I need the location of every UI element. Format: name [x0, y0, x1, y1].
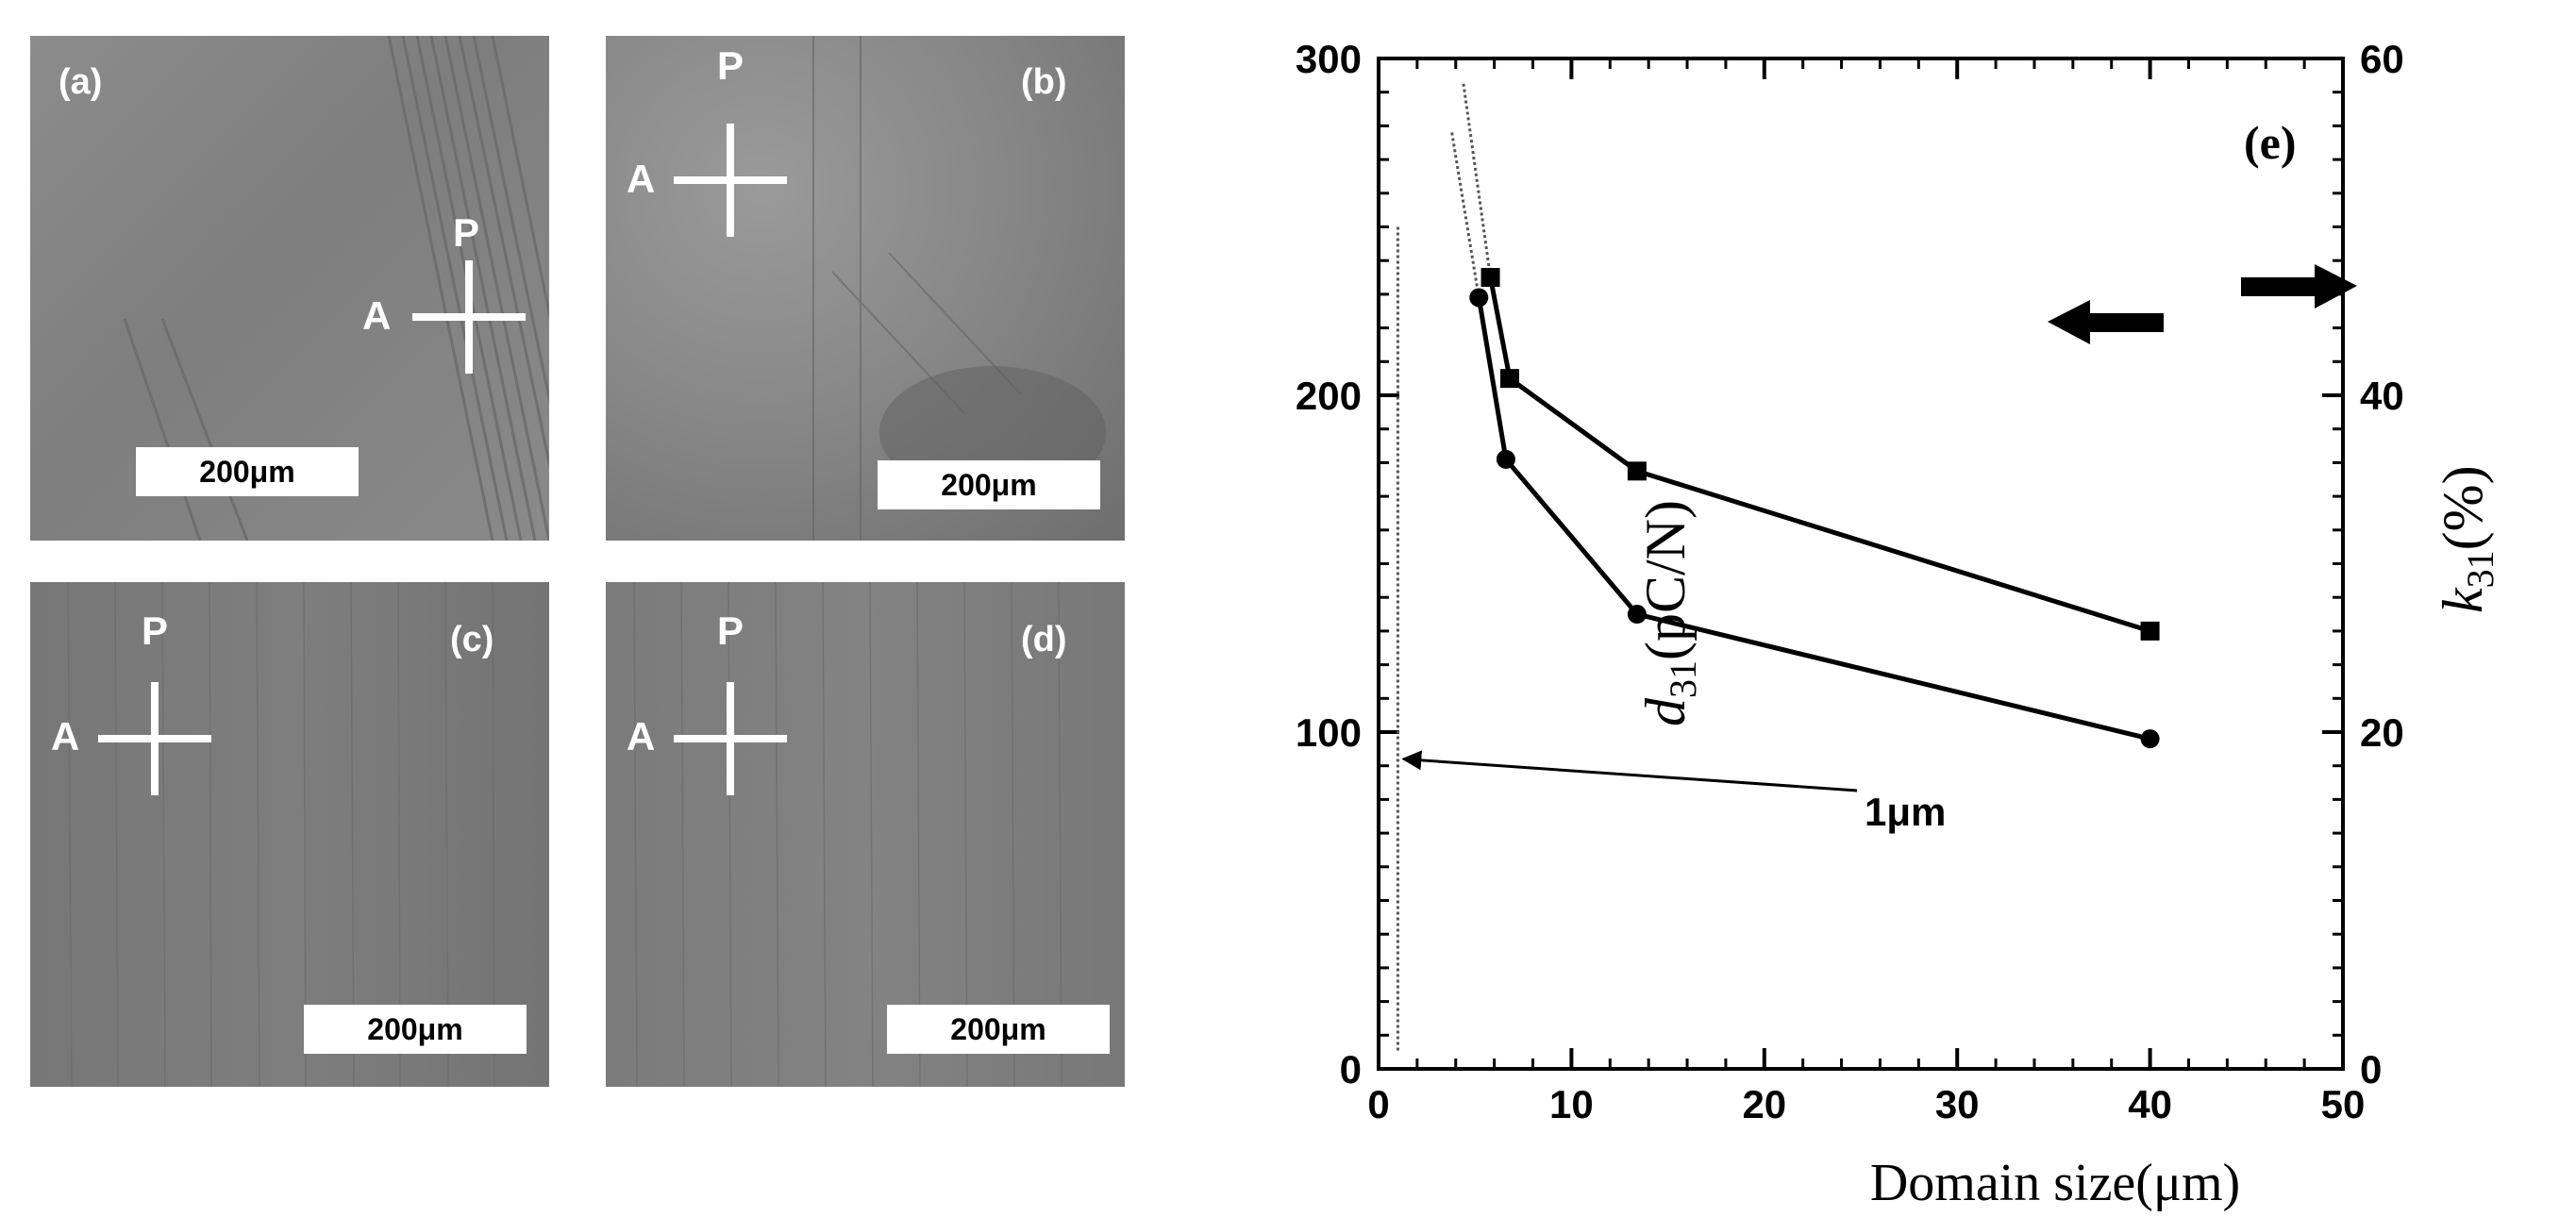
right-y-label-sub: 31: [2459, 550, 2501, 588]
right-y-tick-label: 20: [2360, 710, 2404, 755]
k31-point: [1627, 461, 1647, 481]
right-y-tick-label: 40: [2360, 374, 2404, 418]
panel-label-a: (a): [59, 62, 103, 102]
polarizer-label-a: P: [453, 210, 480, 255]
left-y-tick-label: 100: [1296, 710, 1362, 755]
left-y-label-sub: 31: [1662, 660, 1704, 698]
domain-texture-a: [123, 36, 549, 541]
k31-point: [1480, 268, 1500, 288]
one-micron-annotation: 1μm: [1865, 790, 1946, 834]
k31-point: [1499, 369, 1519, 389]
polarizer-label-b: P: [717, 43, 744, 88]
crosshair-vertical-c: [151, 682, 159, 795]
domain-texture-c: [67, 582, 495, 1087]
crosshair-vertical-d: [727, 682, 734, 795]
left-y-tick-label: 200: [1296, 374, 1362, 418]
right-y-axis-ticks: 0 20 40 60: [2322, 37, 2404, 1092]
panel-label-b: (b): [1021, 62, 1067, 102]
left-y-axis-ticks: 0 100 200 300: [1296, 37, 1399, 1092]
scale-bar-b: 200μm: [878, 460, 1100, 509]
micrograph-panel-c: (c) P A 200μm: [30, 582, 549, 1087]
left-y-tick-label: 0: [1340, 1047, 1362, 1092]
panel-label-e: (e): [2244, 116, 2297, 169]
x-axis-label: Domain size(μm): [1870, 1154, 2240, 1212]
x-tick-label: 30: [1935, 1082, 1980, 1126]
left-y-axis-label: d31(pC/N): [1634, 500, 1704, 726]
scale-bar-d: 200μm: [887, 1005, 1110, 1054]
right-axis-arrow-icon: [2241, 264, 2357, 308]
domain-texture-d: [633, 582, 1062, 1087]
x-axis-ticks: 0 10 20 30 40 50: [1367, 58, 2365, 1126]
plot-frame: [1377, 57, 2345, 1071]
crosshair-vertical-b: [727, 124, 734, 237]
d31-point: [1627, 605, 1647, 625]
left-y-tick-label: 300: [1296, 37, 1362, 81]
x-tick-label: 50: [2321, 1082, 2366, 1126]
right-y-tick-label: 60: [2360, 37, 2404, 81]
domain-size-chart: 0 10 20 30 40 50 0 100 200 300 0 20 40 60 1μm (e) D…: [1296, 37, 2501, 1212]
left-axis-arrow-icon: [2048, 300, 2164, 344]
right-y-label-unit: (%): [2432, 465, 2494, 550]
x-tick-label: 40: [2128, 1082, 2172, 1126]
x-tick-label: 20: [1742, 1082, 1786, 1126]
left-y-label-main: d: [1634, 697, 1697, 726]
x-tick-label: 10: [1549, 1082, 1594, 1126]
micrograph-panel-d: (d) P A 200μm: [606, 582, 1125, 1087]
scale-bar-c: 200μm: [304, 1005, 527, 1054]
right-y-axis-label: k31(%): [2432, 465, 2501, 613]
polarizer-label-c: P: [142, 608, 169, 653]
series-d31-points: [1469, 288, 2160, 749]
x-tick-label: 0: [1367, 1082, 1389, 1126]
extrapolation-line-right: [1462, 83, 1493, 278]
one-micron-pointer: [1401, 750, 1858, 792]
left-y-label-unit: (pC/N): [1634, 500, 1697, 660]
crosshair-vertical-a: [465, 260, 473, 374]
panel-label-d: (d): [1021, 620, 1067, 659]
analyzer-label-d: A: [627, 714, 656, 759]
analyzer-label-c: A: [51, 714, 80, 759]
k31-point: [2140, 621, 2160, 641]
d31-point: [2140, 729, 2160, 749]
micrograph-panel-a: (a) P A 200μm: [30, 36, 549, 541]
analyzer-label-a: A: [362, 293, 392, 338]
d31-point: [1469, 288, 1489, 308]
polarizer-label-d: P: [717, 608, 744, 653]
d31-point: [1496, 449, 1515, 469]
series-k31-line: [1488, 276, 2151, 634]
analyzer-label-b: A: [627, 157, 656, 201]
series-d31-line: [1476, 297, 2151, 742]
series-k31-points: [1480, 268, 2160, 641]
right-y-tick-label: 0: [2360, 1047, 2382, 1092]
panel-label-c: (c): [450, 620, 494, 659]
scale-bar-a: 200μm: [136, 447, 359, 496]
micrograph-panel-b: (b) P A 200μm: [606, 36, 1125, 541]
right-y-label-main: k: [2432, 587, 2494, 613]
